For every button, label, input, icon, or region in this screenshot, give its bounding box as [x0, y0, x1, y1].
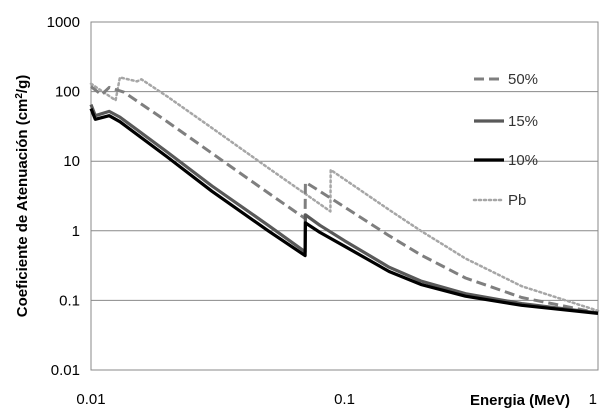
y-tick-label: 100 — [55, 84, 80, 101]
y-axis-title-superscript: 2 — [14, 93, 25, 99]
y-axis-title-tail: /g) — [14, 75, 31, 93]
series-line-50pct — [90, 85, 599, 315]
x-tick-label: 1 — [589, 391, 597, 408]
legend-label-15pct: 15% — [508, 113, 538, 130]
x-tick-label: 0.1 — [334, 391, 355, 408]
x-tick-label: 0.01 — [76, 391, 105, 408]
legend-label-10pct: 10% — [508, 152, 538, 169]
series-line-10pct — [89, 108, 599, 315]
y-axis-title: Coeficiente de Atenuación (cm2/g) — [14, 75, 31, 318]
legend-label-pb: Pb — [508, 192, 526, 209]
y-tick-label: 1 — [72, 223, 80, 240]
y-tick-label: 0.01 — [51, 362, 80, 379]
y-tick-label: 1000 — [47, 14, 80, 31]
x-axis-title: Energia (MeV) — [470, 392, 570, 409]
y-tick-label: 10 — [63, 153, 80, 170]
legend-label-50pct: 50% — [508, 71, 538, 88]
series-lines — [89, 76, 600, 315]
y-axis-title-main: Coeficiente de Atenuación (cm — [14, 99, 31, 318]
tick-labels: 0.01 0.1 1 10 100 1000 0.01 0.1 1 — [47, 14, 597, 408]
plot-area-frame — [90, 21, 599, 371]
legend: 50% 15% 10% Pb — [472, 71, 538, 209]
series-line-pb — [89, 76, 600, 313]
y-tick-label: 0.1 — [59, 292, 80, 309]
